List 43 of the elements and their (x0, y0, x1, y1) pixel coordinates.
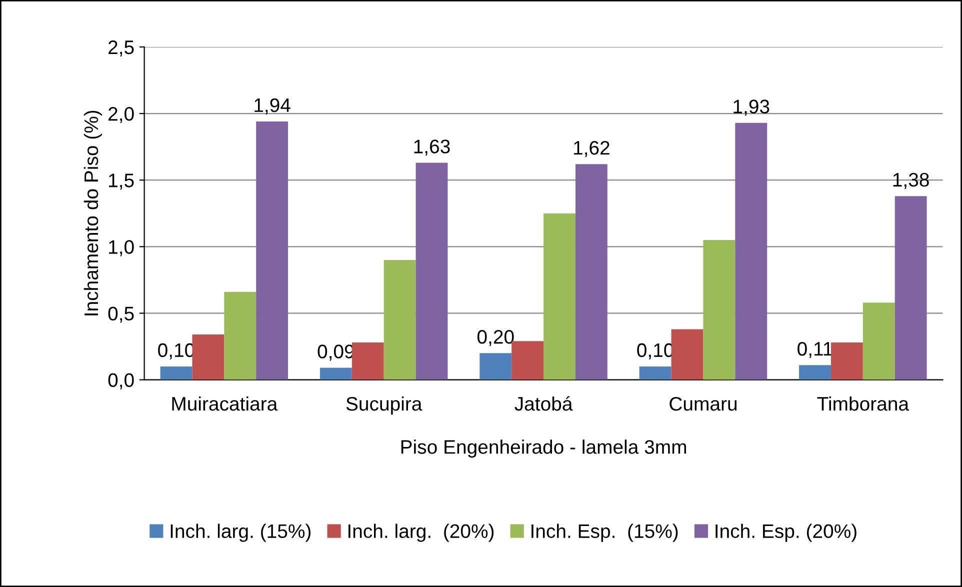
legend-label: Inch. larg. (20%) (348, 524, 494, 542)
bar (224, 292, 256, 380)
legend-label: Inch. Esp. (20%) (716, 524, 856, 542)
y-tick-label: 2,0 (108, 106, 134, 124)
x-tick-label: Cumaru (670, 396, 737, 411)
bar (799, 365, 831, 380)
x-tick-label: Timborana (817, 396, 910, 411)
data-label: 0,20 (477, 330, 514, 346)
bar (384, 260, 416, 380)
x-tick-label: Sucupira (346, 396, 422, 415)
y-tick-label: 2,5 (108, 40, 134, 56)
bar (639, 366, 672, 380)
bar (544, 213, 576, 380)
y-tick-label: 0,0 (108, 373, 134, 390)
x-tick-label: Jatobá (514, 396, 573, 411)
bar (256, 122, 288, 380)
y-tick-label: 1,0 (109, 240, 134, 256)
y-tick-label: 0,5 (108, 306, 134, 323)
legend-label: Inch. Esp. (15%) (532, 524, 678, 542)
data-label: 1,94 (254, 98, 290, 114)
bar (192, 334, 224, 380)
x-tick-label: Muiracatiara (172, 396, 278, 411)
bar (160, 366, 192, 380)
bar (671, 329, 704, 380)
bar (703, 240, 736, 380)
bar (735, 122, 768, 380)
data-label: 1,93 (734, 100, 770, 116)
y-axis-title: Inchamento do Piso (%) (84, 110, 102, 316)
y-tick-label: 1,5 (109, 174, 134, 190)
bar (352, 342, 384, 380)
data-label: 0,11 (798, 342, 832, 358)
bar (575, 164, 608, 380)
bar (862, 302, 895, 380)
data-label: 1,62 (574, 140, 610, 158)
bar (830, 342, 863, 380)
data-label: 1,63 (414, 140, 450, 156)
bar (416, 162, 448, 380)
bar (894, 196, 927, 380)
bar (320, 368, 352, 380)
bar (480, 353, 512, 380)
data-label: 1,38 (893, 172, 929, 189)
legend-label: Inch. larg. (15%) (170, 524, 310, 542)
x-axis-title: Piso Engenheirado - lamela 3mm (401, 440, 686, 458)
